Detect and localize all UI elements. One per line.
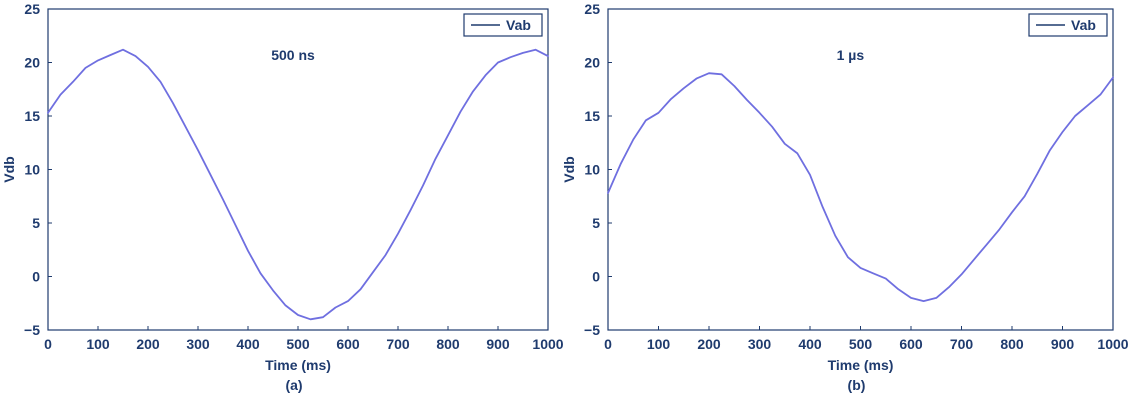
y-tick-label: 25 [584,1,600,17]
x-tick-label: 500 [849,336,873,352]
x-tick-label: 500 [286,336,310,352]
x-tick-label: 900 [1051,336,1075,352]
y-axis-label: Vdb [1,156,17,182]
x-tick-label: 700 [950,336,974,352]
y-tick-label: 5 [592,215,600,231]
x-tick-label: 600 [336,336,360,352]
y-tick-label: 15 [584,108,600,124]
y-tick-label: 5 [32,215,40,231]
panel-label: (a) [285,377,302,393]
x-tick-label: 0 [604,336,612,352]
y-tick-label: 20 [24,55,40,71]
x-tick-label: 800 [436,336,460,352]
x-axis-label: Time (ms) [265,357,331,373]
x-tick-label: 300 [186,336,210,352]
y-tick-label: −5 [584,322,600,338]
y-tick-label: 25 [24,1,40,17]
annotation-label: 500 ns [271,47,315,63]
x-tick-label: 100 [86,336,110,352]
legend-label: Vab [506,17,531,33]
x-tick-label: 200 [697,336,721,352]
series-line [607,72,1114,303]
x-tick-label: 300 [748,336,772,352]
x-tick-label: 600 [899,336,923,352]
x-axis-label: Time (ms) [828,357,894,373]
x-tick-label: 900 [486,336,510,352]
y-tick-label: 0 [592,269,600,285]
chart-panel-a: 0 100 200 300 400 500 600 700 800 900 1000−5051015… [1,1,564,393]
y-tick-label: −5 [24,322,40,338]
annotation-label: 1 µs [837,47,865,63]
y-tick-label: 10 [584,162,600,178]
panel-label: (b) [848,377,866,393]
x-tick-label: 400 [798,336,822,352]
legend-box [1028,13,1108,37]
y-tick-label: 0 [32,269,40,285]
x-tick-label: 1000 [532,336,563,352]
x-tick-label: 200 [136,336,160,352]
x-tick-label: 400 [236,336,260,352]
x-tick-label: 100 [647,336,671,352]
y-tick-label: 20 [584,55,600,71]
legend-box [463,13,543,37]
legend-label: Vab [1071,17,1096,33]
x-tick-label: 0 [44,336,52,352]
chart-panel-b: 0 100 200 300 400 500 600 700 800 900 1000−5051015… [561,1,1128,393]
series-line [47,48,549,321]
y-tick-label: 15 [24,108,40,124]
y-tick-label: 10 [24,162,40,178]
x-tick-label: 700 [386,336,410,352]
x-tick-label: 800 [1000,336,1024,352]
y-axis-label: Vdb [561,156,577,182]
x-tick-label: 1000 [1097,336,1128,352]
